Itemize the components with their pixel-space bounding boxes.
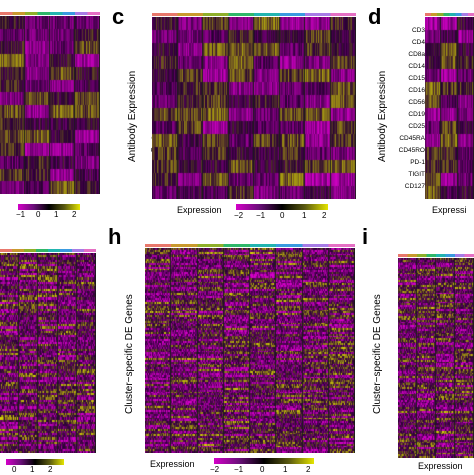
- heatmap-panel-b: [0, 16, 100, 194]
- antibody-row-label: CD56: [408, 99, 425, 106]
- panel-label-d: d: [368, 4, 382, 29]
- key-tick: 2: [72, 210, 77, 219]
- color-key-label: Expression: [150, 459, 195, 469]
- color-key-ticks: −2 −1 0 1 2: [210, 465, 318, 475]
- key-tick: −1: [234, 465, 244, 474]
- y-axis-label: Cluster−specific DE Genes: [372, 294, 383, 414]
- key-tick: 1: [54, 210, 59, 219]
- cluster-color-strip: [425, 13, 474, 16]
- row-labels: CD3 CD4 CD8a CD14 CD15 CD16 CD56 CD19 CD25 CD45RA…: [392, 26, 425, 194]
- key-tick: 2: [48, 465, 53, 474]
- antibody-row-label: TIGIT: [408, 171, 425, 178]
- key-tick: −2: [210, 465, 220, 474]
- panel-label-c: c: [112, 4, 125, 29]
- antibody-row-label: PD-1: [410, 159, 425, 166]
- key-tick: −1: [256, 211, 266, 220]
- key-tick: 0: [36, 210, 41, 219]
- cluster-color-strip: [0, 12, 100, 15]
- antibody-row-label: CD3: [411, 27, 425, 34]
- antibody-row-label: CD14: [408, 63, 425, 70]
- heatmap-panel-c: [152, 17, 356, 199]
- key-tick: 1: [30, 465, 35, 474]
- antibody-row-label: CD45RA: [399, 135, 425, 142]
- cluster-color-strip: [145, 244, 355, 247]
- antibody-row-label: CD16: [408, 87, 425, 94]
- antibody-row-label: CD15: [408, 75, 425, 82]
- key-tick: 1: [283, 465, 288, 474]
- cluster-color-strip: [398, 254, 474, 257]
- color-key-bar: [214, 458, 314, 464]
- key-tick: 1: [302, 211, 307, 220]
- key-tick: 2: [322, 211, 327, 220]
- key-tick: 0: [12, 465, 17, 474]
- panel-label-h: h: [108, 224, 122, 249]
- heatmap-panel-g: [0, 253, 96, 453]
- key-tick: 0: [280, 211, 285, 220]
- y-axis-label: Antibody Expression: [127, 70, 138, 162]
- y-axis-label: Antibody Expression: [377, 70, 388, 162]
- key-tick: −2: [234, 211, 244, 220]
- cluster-color-strip: [0, 249, 96, 252]
- color-key-label: Expression: [418, 461, 463, 471]
- color-key-bar: [6, 459, 64, 465]
- heatmap-panel-i: [398, 258, 474, 458]
- color-key-label: Expression: [177, 205, 222, 215]
- antibody-row-label: CD127: [404, 183, 425, 190]
- antibody-row-label: CD4: [411, 39, 425, 46]
- color-key-label: Expressi: [432, 205, 467, 215]
- antibody-row-label: CD45RO: [398, 147, 425, 154]
- heatmap-panel-d: [425, 17, 474, 199]
- antibody-row-label: CD8a: [408, 51, 425, 58]
- color-key-ticks: 0 1 2: [8, 465, 68, 475]
- antibody-row-label: CD19: [408, 111, 425, 118]
- cluster-color-strip: [152, 13, 356, 16]
- key-tick: −1: [16, 210, 26, 219]
- key-tick: 2: [306, 465, 311, 474]
- y-axis-label: Cluster−specific DE Genes: [124, 294, 135, 414]
- color-key-bar: [18, 204, 80, 210]
- panel-label-i: i: [362, 224, 369, 249]
- antibody-row-label: CD25: [408, 123, 425, 130]
- color-key-ticks: −1 0 1 2: [16, 210, 86, 220]
- heatmap-panel-h: [145, 248, 355, 453]
- color-key-ticks: −2 −1 0 1 2: [234, 211, 334, 221]
- color-key-bar: [236, 204, 328, 210]
- key-tick: 0: [260, 465, 265, 474]
